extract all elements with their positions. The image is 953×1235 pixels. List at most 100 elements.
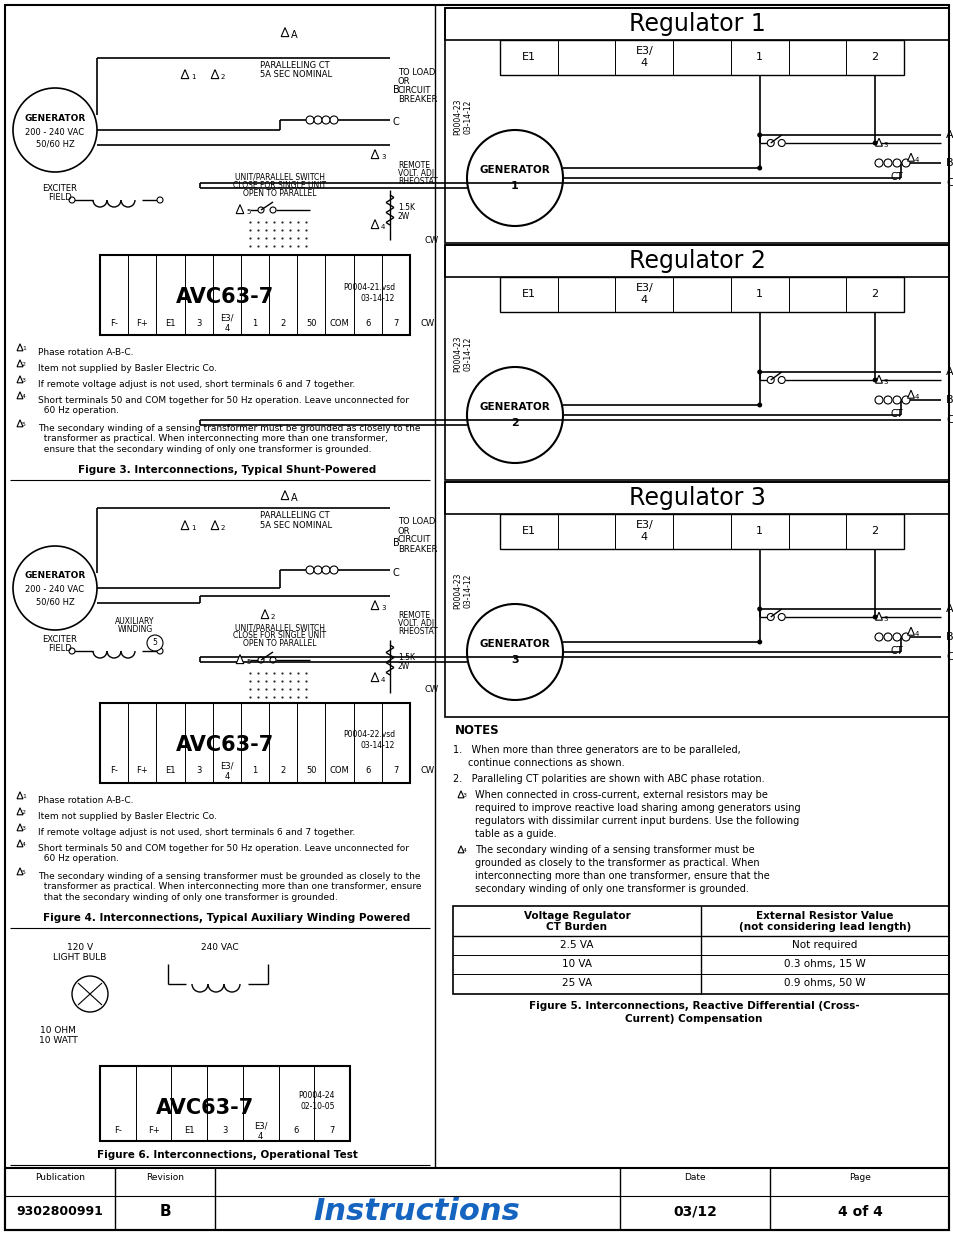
Text: A: A	[291, 493, 297, 503]
Text: 3: 3	[882, 379, 886, 385]
Text: F-: F-	[113, 1126, 122, 1135]
Text: B: B	[945, 395, 953, 405]
Text: A: A	[945, 130, 953, 140]
Text: 1: 1	[191, 74, 195, 80]
Text: OPEN TO PARALLEL: OPEN TO PARALLEL	[243, 640, 316, 648]
Bar	[5, 1168, 948, 1230]
Text: 7: 7	[393, 767, 398, 776]
Text: TO LOAD: TO LOAD	[397, 517, 435, 526]
Text: 240 VAC: 240 VAC	[201, 944, 238, 952]
Polygon shape	[17, 824, 23, 831]
Polygon shape	[457, 790, 463, 798]
Text: CT: CT	[890, 646, 902, 656]
Text: 5A SEC NOMINAL: 5A SEC NOMINAL	[260, 69, 332, 79]
Text: 3: 3	[22, 378, 26, 384]
Text: REMOTE: REMOTE	[397, 611, 430, 620]
Circle shape	[314, 116, 322, 124]
Text: 2: 2	[280, 767, 286, 776]
Text: Voltage Regulator: Voltage Regulator	[523, 911, 630, 921]
Text: 03/12: 03/12	[673, 1205, 717, 1219]
Text: 120 V: 120 V	[67, 944, 93, 952]
Circle shape	[322, 566, 330, 574]
Polygon shape	[181, 69, 189, 79]
Text: When connected in cross-current, external resistors may be: When connected in cross-current, externa…	[475, 790, 767, 800]
Text: 200 - 240 VAC: 200 - 240 VAC	[26, 127, 85, 137]
Bar	[444, 245, 948, 480]
Text: 2.5 VA: 2.5 VA	[559, 940, 593, 950]
Text: GENERATOR: GENERATOR	[479, 165, 550, 175]
Polygon shape	[211, 69, 218, 79]
Text: CW: CW	[420, 767, 435, 776]
Bar	[499, 514, 903, 550]
Text: 0.3 ohms, 15 W: 0.3 ohms, 15 W	[783, 960, 865, 969]
Text: C: C	[393, 568, 399, 578]
Text: 1.5K: 1.5K	[397, 203, 415, 211]
Text: EXCITER: EXCITER	[43, 184, 77, 193]
Text: 1: 1	[756, 289, 762, 299]
Circle shape	[306, 116, 314, 124]
Text: P0004-21.vsd: P0004-21.vsd	[342, 283, 395, 291]
Text: OR: OR	[397, 77, 410, 85]
Polygon shape	[371, 673, 378, 682]
Text: 2: 2	[871, 526, 878, 536]
Circle shape	[766, 614, 774, 620]
Text: 2: 2	[871, 52, 878, 62]
Text: 2: 2	[221, 525, 225, 531]
Polygon shape	[17, 840, 23, 847]
Text: secondary winding of only one transformer is grounded.: secondary winding of only one transforme…	[475, 884, 748, 894]
Text: Regulator 3: Regulator 3	[628, 487, 764, 510]
Text: 7: 7	[393, 319, 398, 327]
Text: B: B	[945, 158, 953, 168]
Text: Revision: Revision	[146, 1173, 184, 1182]
Text: EXCITER: EXCITER	[43, 636, 77, 645]
Polygon shape	[17, 343, 23, 351]
Text: C: C	[945, 652, 953, 662]
Text: UNIT/PARALLEL SWITCH: UNIT/PARALLEL SWITCH	[234, 624, 325, 632]
Text: table as a guide.: table as a guide.	[475, 829, 556, 839]
Text: 1: 1	[22, 347, 26, 352]
Polygon shape	[371, 149, 378, 158]
Text: AVC63-7: AVC63-7	[175, 735, 274, 755]
Text: E3/
4: E3/ 4	[253, 1121, 267, 1141]
Polygon shape	[371, 600, 378, 610]
Text: 4: 4	[380, 677, 385, 683]
Text: continue connections as shown.: continue connections as shown.	[468, 758, 624, 768]
Text: Short terminals 50 and COM together for 50 Hz operation. Leave unconnected for
 : Short terminals 50 and COM together for …	[38, 844, 409, 863]
Text: E1: E1	[165, 319, 175, 327]
Text: E3/
4: E3/ 4	[220, 761, 233, 781]
Text: WINDING: WINDING	[117, 625, 152, 634]
Text: Short terminals 50 and COM together for 50 Hz operation. Leave unconnected for
 : Short terminals 50 and COM together for …	[38, 396, 409, 415]
Text: P0004-23
03-14-12: P0004-23 03-14-12	[453, 573, 472, 609]
Text: AVC63-7: AVC63-7	[155, 1098, 253, 1118]
Text: 1: 1	[756, 526, 762, 536]
Text: VOLT. ADJ.: VOLT. ADJ.	[397, 620, 436, 629]
Text: Regulator 2: Regulator 2	[628, 249, 764, 273]
Text: F-: F-	[110, 767, 118, 776]
Text: E1: E1	[521, 289, 536, 299]
Text: 2: 2	[221, 74, 225, 80]
Circle shape	[901, 159, 909, 167]
Text: Figure 4. Interconnections, Typical Auxiliary Winding Powered: Figure 4. Interconnections, Typical Auxi…	[43, 913, 410, 923]
Circle shape	[883, 634, 891, 641]
Polygon shape	[875, 613, 882, 620]
Polygon shape	[236, 655, 244, 663]
Text: FIELD: FIELD	[48, 645, 71, 653]
Text: E1: E1	[165, 767, 175, 776]
Text: grounded as closely to the transformer as practical. When: grounded as closely to the transformer a…	[475, 858, 759, 868]
Text: CT: CT	[890, 172, 902, 182]
Text: AUXILIARY: AUXILIARY	[115, 616, 154, 625]
Circle shape	[883, 396, 891, 404]
Polygon shape	[17, 868, 23, 874]
Polygon shape	[181, 521, 189, 530]
Circle shape	[270, 657, 275, 663]
Text: 2: 2	[511, 417, 518, 429]
Text: 3: 3	[195, 319, 201, 327]
Text: CT Burden: CT Burden	[546, 923, 607, 932]
Text: Not required: Not required	[792, 940, 857, 950]
Circle shape	[901, 396, 909, 404]
Text: 2W: 2W	[397, 211, 410, 221]
Circle shape	[883, 159, 891, 167]
Circle shape	[257, 207, 264, 212]
Text: Item not supplied by Basler Electric Co.: Item not supplied by Basler Electric Co.	[38, 811, 216, 821]
Text: 7: 7	[329, 1126, 335, 1135]
